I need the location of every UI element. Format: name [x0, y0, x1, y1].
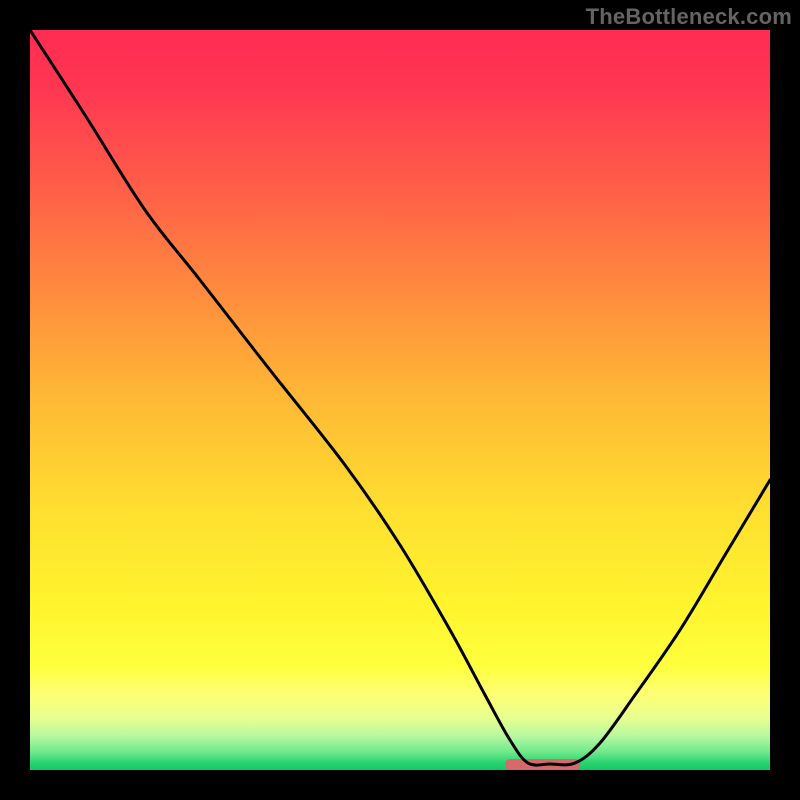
chart-stage: TheBottleneck.com [0, 0, 800, 800]
watermark-text: TheBottleneck.com [586, 4, 792, 30]
bottleneck-chart [0, 0, 800, 800]
